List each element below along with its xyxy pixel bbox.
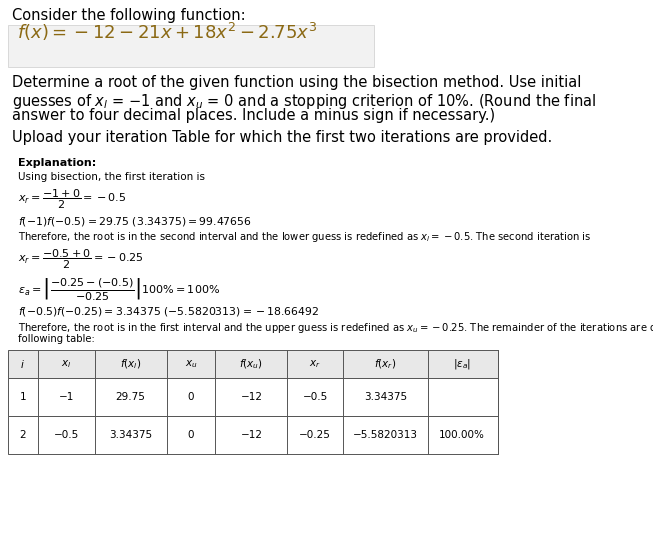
- Text: Consider the following function:: Consider the following function:: [12, 8, 246, 23]
- Text: $i$: $i$: [20, 358, 25, 370]
- Text: 0: 0: [188, 392, 194, 402]
- Text: Therefore, the root is in the first interval and the upper guess is redefined as: Therefore, the root is in the first inte…: [18, 321, 653, 335]
- Text: −0.25: −0.25: [299, 430, 331, 440]
- Text: $f(x_l)$: $f(x_l)$: [120, 357, 141, 371]
- Text: $\varepsilon_a = \left|\dfrac{-0.25-(-0.5)}{-0.25}\right|100\% = 100\%$: $\varepsilon_a = \left|\dfrac{-0.25-(-0.…: [18, 276, 221, 302]
- Text: −0.5: −0.5: [54, 430, 79, 440]
- Text: −0.5: −0.5: [302, 392, 328, 402]
- Text: $f(x) = -12 - 21x + 18x^2 - 2.75x^3$: $f(x) = -12 - 21x + 18x^2 - 2.75x^3$: [17, 21, 317, 43]
- Text: 100.00%: 100.00%: [439, 430, 485, 440]
- Text: −5.5820313: −5.5820313: [353, 430, 418, 440]
- Text: $x_r = \dfrac{-0.5+0}{2} = -0.25$: $x_r = \dfrac{-0.5+0}{2} = -0.25$: [18, 248, 144, 272]
- Text: 1: 1: [20, 392, 26, 402]
- Text: $f(-1)f(-0.5) = 29.75\ (3.34375) = 99.47656$: $f(-1)f(-0.5) = 29.75\ (3.34375) = 99.47…: [18, 215, 252, 228]
- Text: $x_u$: $x_u$: [185, 358, 197, 370]
- Text: Determine a root of the given function using the bisection method. Use initial: Determine a root of the given function u…: [12, 75, 581, 90]
- Text: −12: −12: [240, 392, 263, 402]
- FancyBboxPatch shape: [8, 25, 374, 67]
- Text: $x_r$: $x_r$: [309, 358, 321, 370]
- Text: Explanation:: Explanation:: [18, 158, 97, 168]
- Text: 3.34375: 3.34375: [109, 430, 152, 440]
- Bar: [8, 378, 498, 416]
- Text: guesses of $x_l$ = −1 and $x_u$ = 0 and a stopping criterion of 10%. (Round the : guesses of $x_l$ = −1 and $x_u$ = 0 and …: [12, 92, 596, 111]
- Text: 2: 2: [20, 430, 26, 440]
- Text: $f(x_r)$: $f(x_r)$: [374, 357, 396, 371]
- Text: −12: −12: [240, 430, 263, 440]
- Text: $f(-0.5)f(-0.25) = 3.34375\ (-5.5820313) = -18.66492$: $f(-0.5)f(-0.25) = 3.34375\ (-5.5820313)…: [18, 305, 319, 318]
- Text: 0: 0: [188, 430, 194, 440]
- Bar: [8, 416, 498, 454]
- Text: Using bisection, the first iteration is: Using bisection, the first iteration is: [18, 172, 205, 182]
- Bar: [8, 350, 498, 378]
- Text: −1: −1: [59, 392, 74, 402]
- Text: answer to four decimal places. Include a minus sign if necessary.): answer to four decimal places. Include a…: [12, 108, 495, 123]
- Text: 3.34375: 3.34375: [364, 392, 407, 402]
- Text: $x_l$: $x_l$: [61, 358, 71, 370]
- Text: following table:: following table:: [18, 334, 95, 344]
- Text: $|\varepsilon_a|$: $|\varepsilon_a|$: [453, 357, 471, 371]
- Text: Upload your iteration Table for which the first two iterations are provided.: Upload your iteration Table for which th…: [12, 130, 552, 145]
- Text: Therefore, the root is in the second interval and the lower guess is redefined a: Therefore, the root is in the second int…: [18, 230, 592, 244]
- Text: $f(x_u)$: $f(x_u)$: [240, 357, 263, 371]
- Text: $x_r = \dfrac{-1+0}{2} = -0.5$: $x_r = \dfrac{-1+0}{2} = -0.5$: [18, 188, 127, 212]
- Text: 29.75: 29.75: [116, 392, 146, 402]
